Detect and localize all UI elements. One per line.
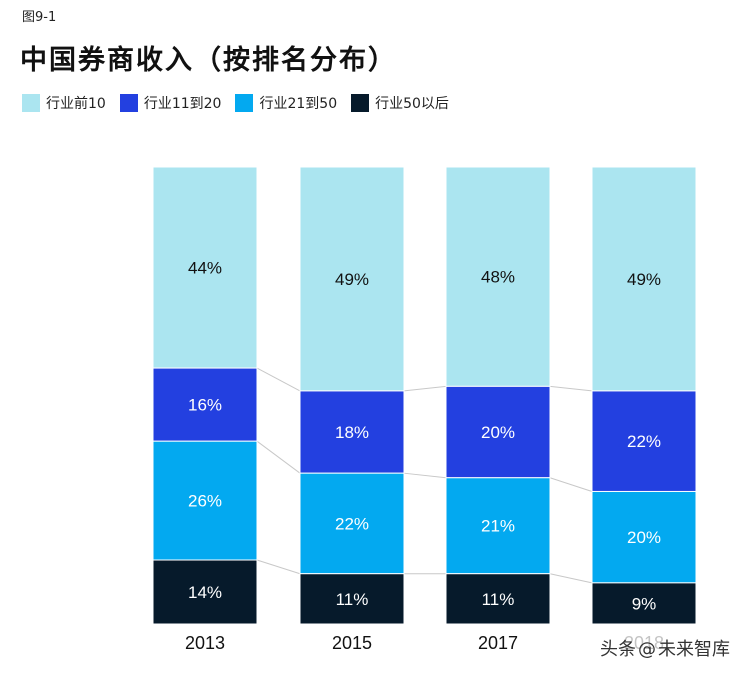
bar-segment-2018-3: [591, 582, 697, 625]
x-tick-label-2017: 2017: [478, 633, 518, 653]
connector-line: [403, 472, 447, 479]
data-label-2015-3: 11%: [336, 590, 369, 609]
watermark-prefix: 头条: [600, 639, 636, 660]
chart-title: 中国券商收入（按排名分布）: [20, 45, 397, 76]
legend-item-11-20: 行业11到20: [119, 93, 222, 113]
legend-item-top10: 行业前10: [22, 93, 106, 113]
data-label-2015-0: 49%: [335, 270, 369, 289]
bar-segment-2015-0: [299, 166, 405, 392]
legend-label-21-50: 行业21到50: [259, 96, 338, 112]
data-label-2015-1: 18%: [335, 423, 369, 442]
data-label-2013-2: 26%: [188, 492, 222, 511]
data-label-2018-2: 20%: [627, 528, 661, 547]
bar-segment-2013-2: [152, 440, 258, 561]
data-label-2018-1: 22%: [627, 432, 661, 451]
connector-line: [256, 440, 301, 474]
connector-line: [549, 477, 593, 492]
bar-segment-2013-1: [152, 367, 258, 442]
bar-segment-2018-0: [591, 166, 697, 392]
legend-swatch-21-50: [235, 94, 254, 112]
watermark-account: 未来智库: [658, 639, 730, 660]
x-tick-label-2015: 2015: [332, 633, 372, 653]
bar-segment-2018-1: [591, 390, 697, 492]
legend: 行业前10 行业11到20 行业21到50 行业50以后: [22, 93, 449, 113]
data-label-2013-3: 14%: [188, 583, 222, 602]
bar-segment-2013-0: [152, 166, 258, 369]
data-label-2017-3: 11%: [482, 590, 515, 609]
data-label-2017-1: 20%: [481, 423, 515, 442]
connector-line: [256, 559, 301, 575]
legend-label-50-plus: 行业50以后: [375, 96, 449, 112]
watermark: 头条 @ 未来智库: [596, 633, 734, 663]
data-label-2017-0: 48%: [481, 268, 515, 287]
bar-segment-2017-3: [445, 573, 551, 625]
data-label-2015-2: 22%: [335, 514, 369, 533]
bar-segment-2015-2: [299, 472, 405, 575]
legend-swatch-top10: [22, 94, 40, 112]
bar-segment-2017-2: [445, 477, 551, 575]
bar-segment-2018-2: [591, 490, 697, 584]
legend-item-50-plus: 行业50以后: [351, 93, 449, 113]
data-label-2018-0: 49%: [627, 270, 661, 289]
connector-line: [549, 573, 593, 584]
legend-swatch-11-20: [119, 94, 138, 112]
connector-line: [549, 385, 593, 392]
data-label-2017-2: 21%: [481, 517, 515, 536]
x-tick-label-2013: 2013: [185, 633, 225, 653]
figure-label: 图9-1: [22, 10, 57, 25]
watermark-sep: @: [638, 639, 656, 660]
data-label-2013-0: 44%: [188, 259, 222, 278]
legend-item-21-50: 行业21到50: [235, 93, 337, 113]
legend-label-top10: 行业前10: [46, 96, 106, 112]
connector-line: [256, 367, 301, 392]
bar-segment-2013-3: [152, 559, 258, 625]
legend-swatch-50-plus: [351, 94, 370, 112]
data-label-2018-3: 9%: [632, 594, 657, 613]
bar-segment-2017-1: [445, 385, 551, 479]
legend-label-11-20: 行业11到20: [143, 96, 222, 112]
data-label-2013-1: 16%: [188, 396, 222, 415]
bar-segment-2017-0: [445, 166, 551, 387]
connector-line: [403, 385, 447, 392]
bar-segment-2015-3: [299, 573, 405, 625]
